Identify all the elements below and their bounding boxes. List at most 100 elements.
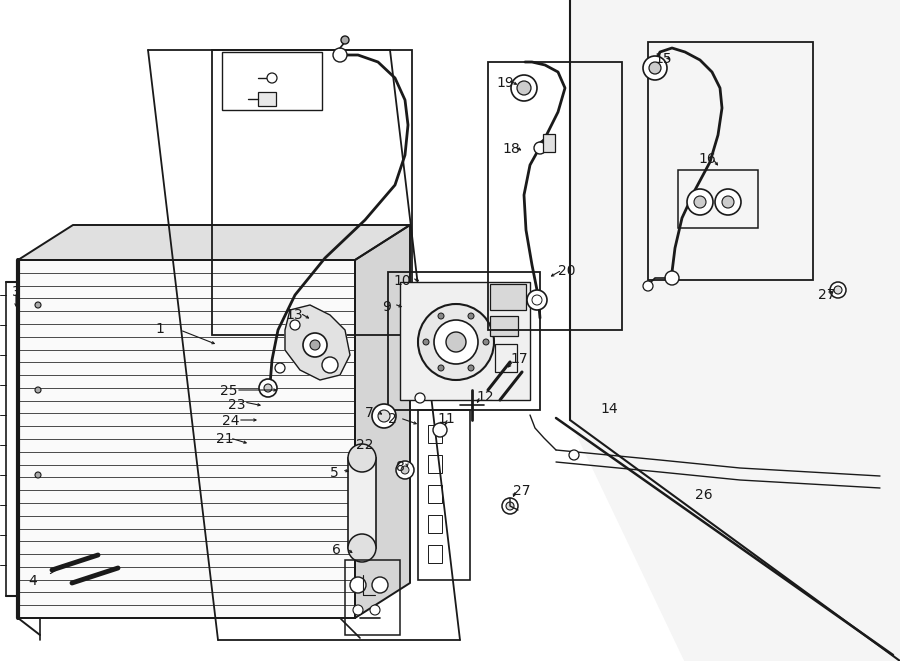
Circle shape — [341, 36, 349, 44]
Circle shape — [372, 404, 396, 428]
Bar — [428, 515, 442, 533]
Bar — [428, 485, 442, 503]
Circle shape — [348, 534, 376, 562]
Bar — [345, 560, 400, 635]
Circle shape — [517, 81, 531, 95]
Text: 20: 20 — [558, 264, 575, 278]
Text: 21: 21 — [216, 432, 234, 446]
Circle shape — [333, 48, 347, 62]
Polygon shape — [18, 225, 410, 260]
Text: 17: 17 — [510, 352, 527, 366]
Text: 6: 6 — [332, 543, 341, 557]
Circle shape — [415, 393, 425, 403]
Text: 26: 26 — [695, 488, 713, 502]
Circle shape — [303, 333, 327, 357]
Circle shape — [506, 502, 514, 510]
Text: 18: 18 — [502, 142, 520, 156]
Circle shape — [348, 444, 376, 472]
Circle shape — [834, 286, 842, 294]
Circle shape — [264, 384, 272, 392]
Circle shape — [722, 196, 734, 208]
Circle shape — [715, 189, 741, 215]
Text: 15: 15 — [654, 52, 671, 66]
Text: 25: 25 — [220, 384, 238, 398]
Circle shape — [438, 365, 444, 371]
Circle shape — [502, 498, 518, 514]
Text: 24: 24 — [222, 414, 239, 428]
Text: 5: 5 — [330, 466, 338, 480]
Circle shape — [511, 75, 537, 101]
Bar — [490, 316, 518, 336]
Text: 4: 4 — [28, 574, 37, 588]
Text: 10: 10 — [393, 274, 410, 288]
Bar — [488, 62, 622, 330]
Polygon shape — [285, 305, 350, 380]
Circle shape — [259, 379, 277, 397]
Circle shape — [310, 340, 320, 350]
Bar — [222, 52, 322, 110]
Circle shape — [322, 357, 338, 373]
Circle shape — [468, 365, 474, 371]
Circle shape — [649, 62, 661, 74]
Circle shape — [643, 281, 653, 291]
Circle shape — [401, 466, 409, 474]
Circle shape — [446, 332, 466, 352]
Circle shape — [483, 339, 489, 345]
Polygon shape — [355, 225, 410, 618]
Circle shape — [378, 410, 390, 422]
Text: 11: 11 — [437, 412, 454, 426]
Bar — [400, 282, 530, 400]
Circle shape — [353, 605, 363, 615]
Circle shape — [35, 472, 41, 478]
Circle shape — [370, 605, 380, 615]
Text: 2: 2 — [388, 412, 397, 426]
Circle shape — [830, 282, 846, 298]
Circle shape — [665, 271, 679, 285]
Text: 7: 7 — [365, 406, 374, 420]
Bar — [678, 170, 758, 228]
Bar — [18, 260, 355, 618]
Circle shape — [372, 577, 388, 593]
Bar — [388, 272, 540, 410]
Circle shape — [350, 577, 366, 593]
Bar — [348, 458, 376, 548]
Text: 14: 14 — [600, 402, 617, 416]
Text: 8: 8 — [396, 460, 405, 474]
Text: 27: 27 — [513, 484, 530, 498]
Circle shape — [396, 461, 414, 479]
Text: 22: 22 — [356, 438, 374, 452]
Bar — [648, 42, 813, 280]
Circle shape — [275, 363, 285, 373]
Circle shape — [569, 450, 579, 460]
Text: 12: 12 — [476, 390, 493, 404]
Circle shape — [434, 320, 478, 364]
Circle shape — [694, 196, 706, 208]
Text: 1: 1 — [155, 322, 164, 336]
Bar — [418, 410, 470, 580]
Text: 3: 3 — [12, 285, 21, 299]
Polygon shape — [570, 0, 900, 661]
Bar — [212, 50, 412, 335]
Circle shape — [687, 189, 713, 215]
Bar — [428, 425, 442, 443]
Bar — [495, 344, 517, 372]
Bar — [490, 284, 526, 310]
Text: 27: 27 — [818, 288, 835, 302]
Circle shape — [433, 423, 447, 437]
Circle shape — [438, 313, 444, 319]
Circle shape — [267, 73, 277, 83]
Circle shape — [527, 290, 547, 310]
Circle shape — [643, 56, 667, 80]
Text: 19: 19 — [496, 76, 514, 90]
Circle shape — [418, 304, 494, 380]
Circle shape — [35, 387, 41, 393]
Bar — [428, 455, 442, 473]
Text: 13: 13 — [285, 308, 302, 322]
Circle shape — [35, 302, 41, 308]
Text: 23: 23 — [228, 398, 246, 412]
Circle shape — [468, 313, 474, 319]
Bar — [428, 545, 442, 563]
Circle shape — [423, 339, 429, 345]
Circle shape — [290, 320, 300, 330]
Bar — [543, 134, 555, 152]
